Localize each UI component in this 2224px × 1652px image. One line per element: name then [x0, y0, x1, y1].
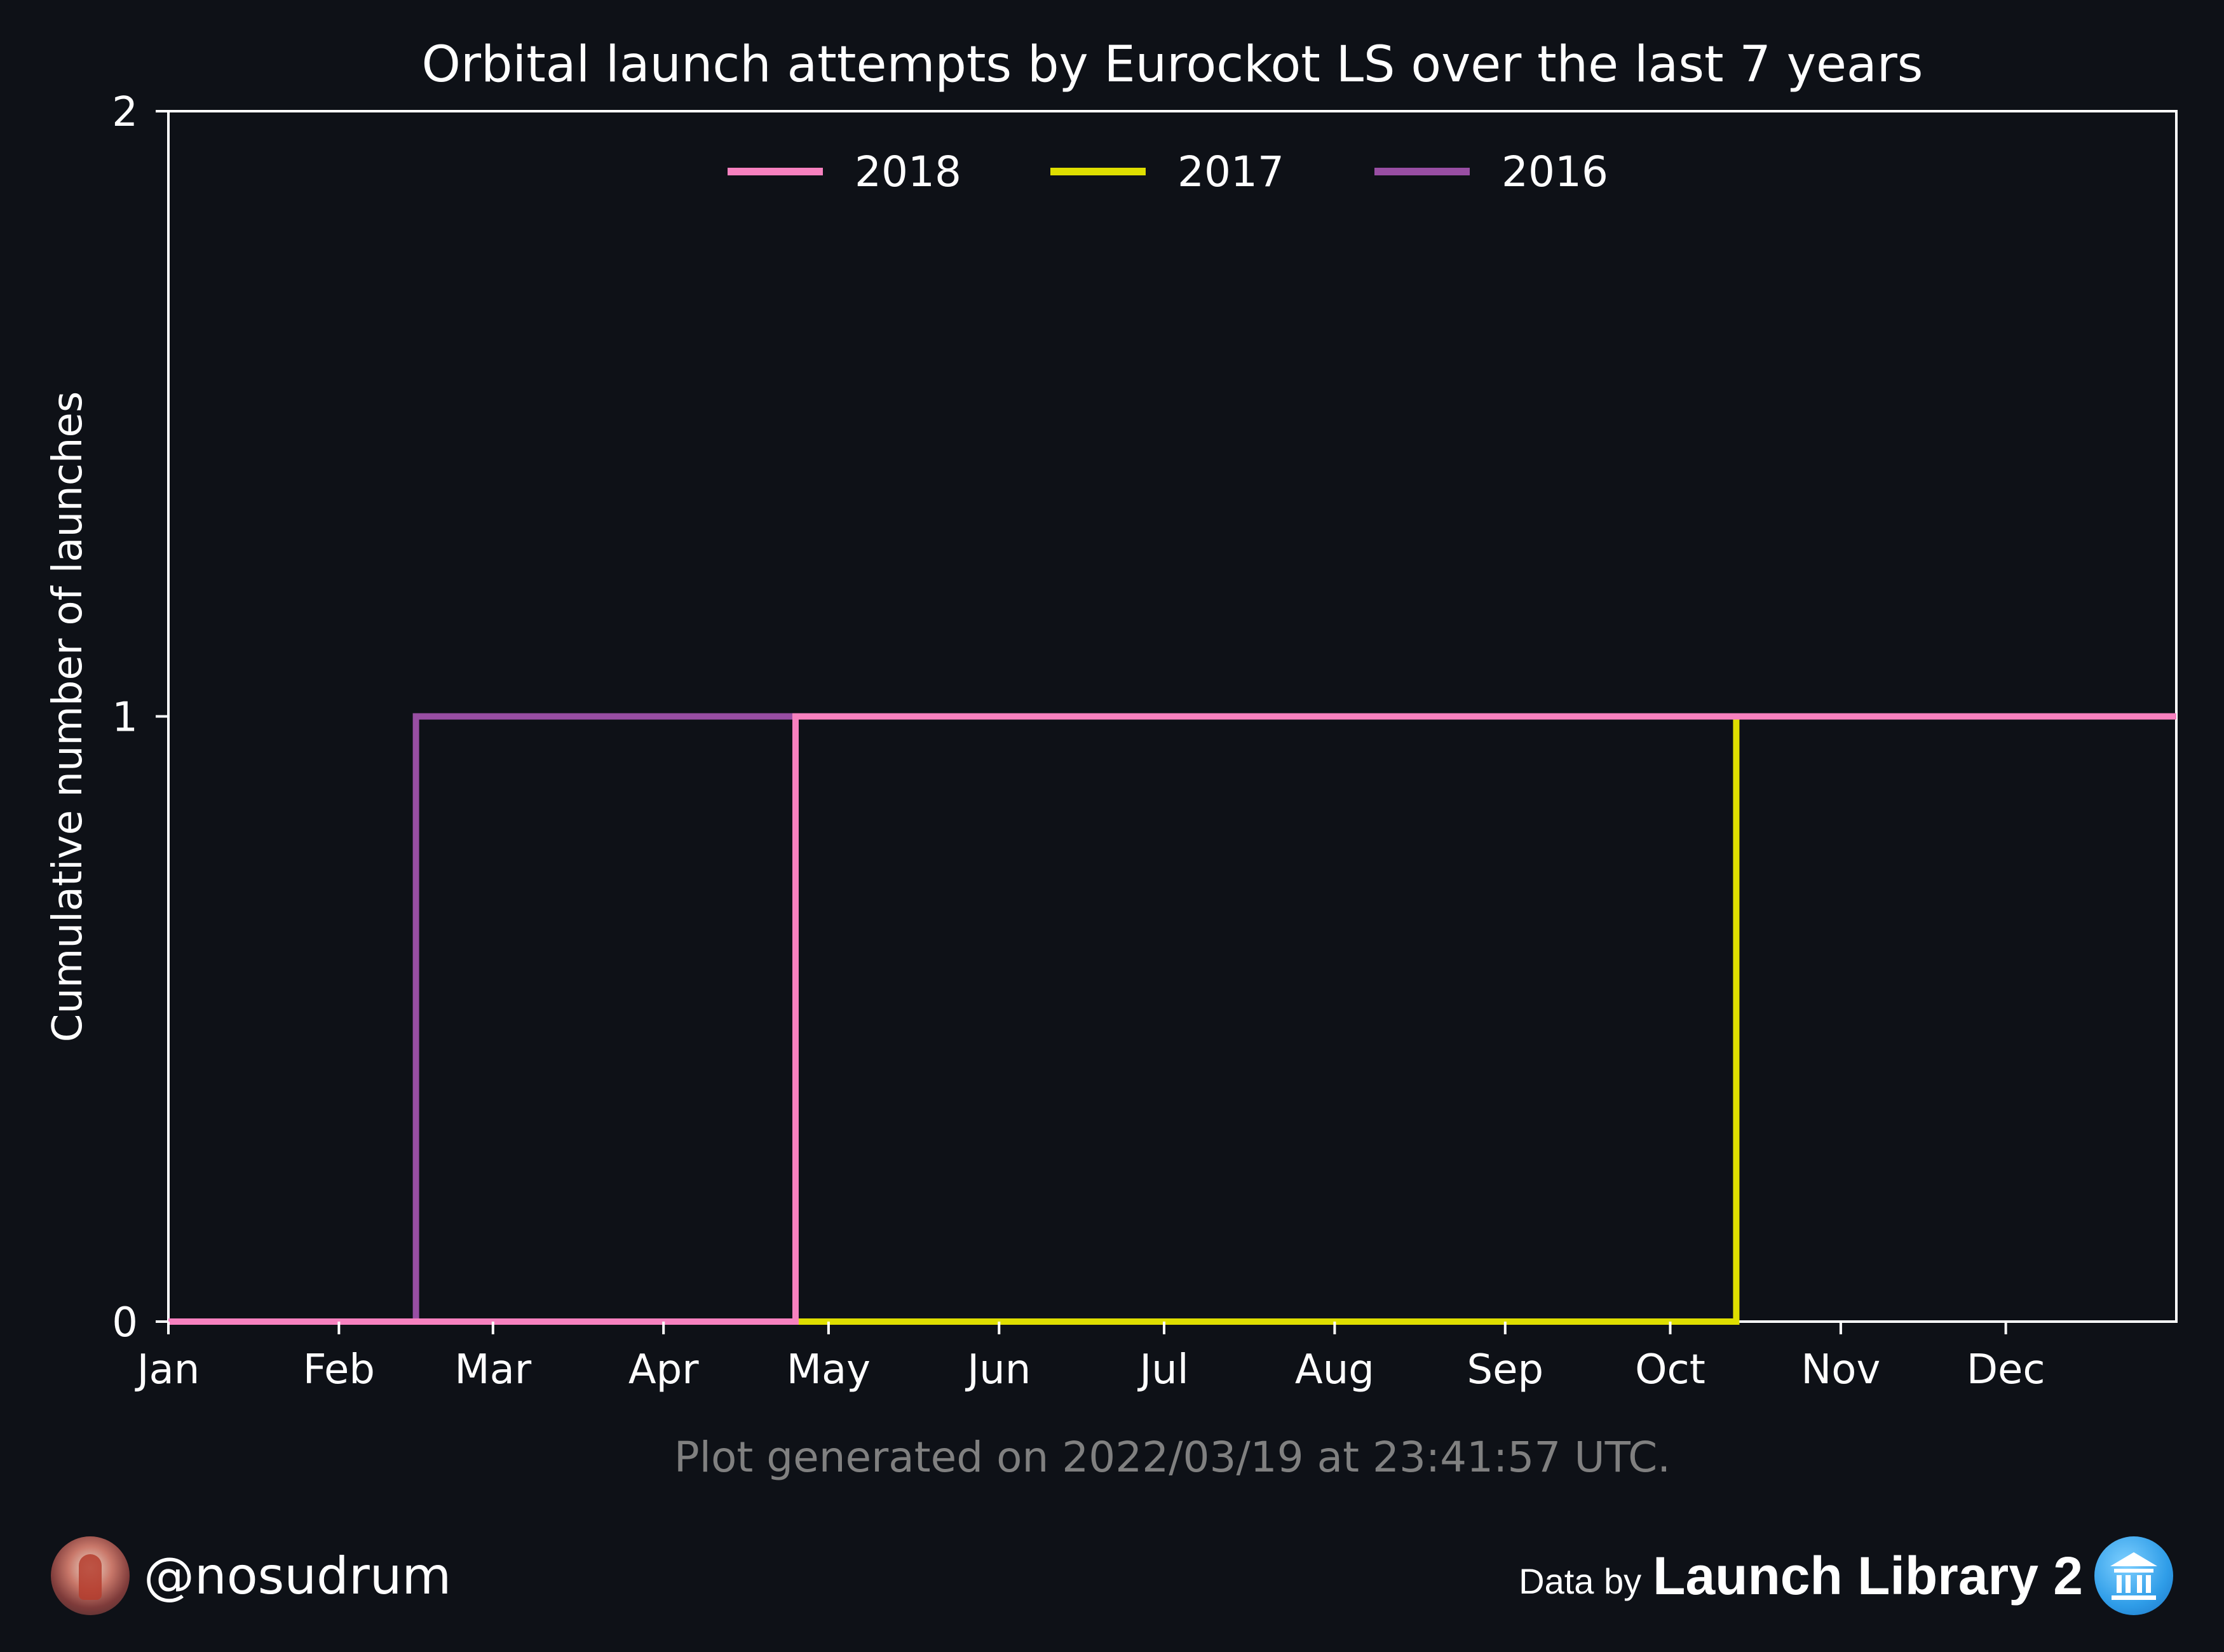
data-source-name: Launch Library 2	[1653, 1545, 2083, 1606]
x-tick-label: Dec	[1967, 1346, 2045, 1393]
chart-title: Orbital launch attempts by Eurockot LS o…	[422, 36, 1923, 93]
legend-label-2017: 2017	[1177, 147, 1284, 196]
legend: 2018 2017 2016	[728, 147, 1608, 196]
y-tick-label: 1	[112, 694, 138, 741]
data-source-credit: Data by Launch Library 2	[1519, 1536, 2173, 1615]
x-tick-label: Jul	[1137, 1346, 1188, 1393]
launch-library-logo-icon	[2094, 1536, 2173, 1615]
author-handle: @nosudrum	[144, 1546, 452, 1606]
x-tick-label: Oct	[1635, 1346, 1705, 1393]
y-tick-label: 0	[112, 1299, 138, 1346]
author-credit: @nosudrum	[51, 1536, 451, 1615]
x-tick-label: Aug	[1295, 1346, 1374, 1393]
x-tick-label: Mar	[454, 1346, 531, 1393]
series-line-2018	[168, 713, 2176, 1325]
y-tick-label: 2	[112, 89, 138, 136]
x-tick-label: Jun	[965, 1346, 1031, 1393]
x-tick-label: Sep	[1467, 1346, 1543, 1393]
x-tick-label: Jan	[135, 1346, 200, 1393]
x-tick-label: Nov	[1801, 1346, 1880, 1393]
avatar	[51, 1536, 130, 1615]
x-tick-label: Feb	[303, 1346, 375, 1393]
generated-timestamp: Plot generated on 2022/03/19 at 23:41:57…	[674, 1433, 1671, 1482]
x-tick-label: May	[787, 1346, 871, 1393]
x-tick-label: Apr	[628, 1346, 699, 1393]
series-layer	[168, 713, 2176, 1325]
axis-layer: Jan Feb Mar Apr May Jun Jul Aug Sep Oct Nov Dec 0 1 2	[112, 89, 2045, 1393]
y-axis-label: Cumulative number of launches	[44, 391, 92, 1042]
data-by-label: Data by	[1519, 1561, 1642, 1601]
legend-label-2016: 2016	[1502, 147, 1608, 196]
legend-label-2018: 2018	[855, 147, 961, 196]
